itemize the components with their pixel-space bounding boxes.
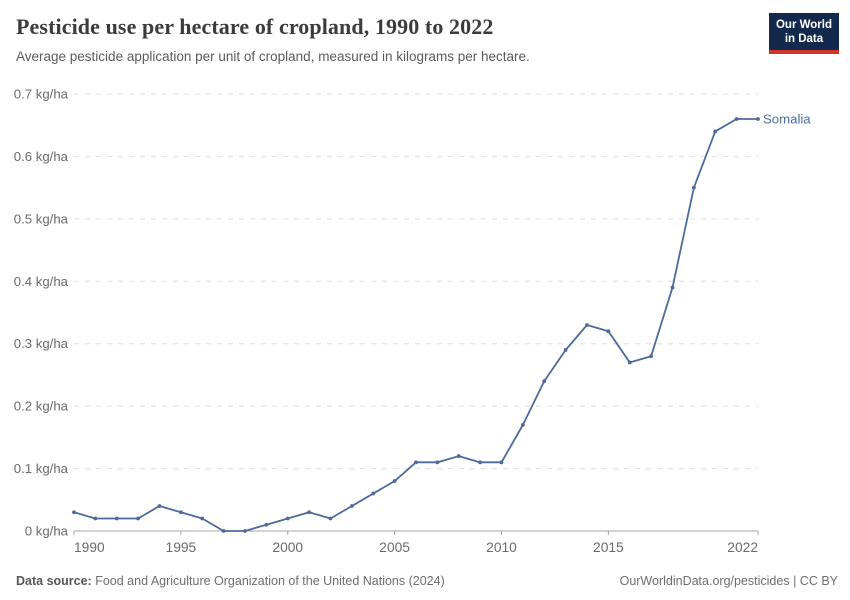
data-point[interactable] xyxy=(72,510,76,515)
data-point[interactable] xyxy=(178,510,183,515)
data-point[interactable] xyxy=(307,510,312,515)
data-point[interactable] xyxy=(328,516,333,521)
data-point[interactable] xyxy=(243,529,247,533)
data-point[interactable] xyxy=(563,348,568,352)
data-point[interactable] xyxy=(713,129,718,134)
y-axis-label: 0.1 kg/ha xyxy=(14,461,69,476)
y-axis-label: 0.6 kg/ha xyxy=(14,149,69,164)
data-point[interactable] xyxy=(520,422,525,427)
chart-footer: Data source: Food and Agriculture Organi… xyxy=(16,574,838,588)
footer-links: OurWorldinData.org/pesticides | CC BY xyxy=(620,574,838,588)
y-axis-label: 0.5 kg/ha xyxy=(14,211,69,226)
chart-subtitle: Average pesticide application per unit o… xyxy=(16,49,530,64)
data-point[interactable] xyxy=(756,117,760,121)
data-point[interactable] xyxy=(285,516,290,521)
license-link[interactable]: CC BY xyxy=(799,574,838,588)
y-axis-label: 0.3 kg/ha xyxy=(14,336,69,351)
owid-logo[interactable]: Our World in Data xyxy=(768,13,839,54)
data-source-note: Data source: Food and Agriculture Organi… xyxy=(16,574,445,588)
x-axis-label: 2000 xyxy=(272,540,303,555)
y-axis-label: 0.2 kg/ha xyxy=(14,399,69,414)
data-point[interactable] xyxy=(136,516,141,521)
data-point[interactable] xyxy=(734,117,739,121)
y-axis-label: 0.4 kg/ha xyxy=(14,274,69,289)
data-point[interactable] xyxy=(93,516,98,521)
series-line[interactable] xyxy=(73,118,759,532)
data-point[interactable] xyxy=(414,460,418,465)
x-axis-label: 2022 xyxy=(727,540,758,555)
data-point[interactable] xyxy=(392,479,397,483)
data-point[interactable] xyxy=(542,379,547,384)
y-axis-label: 0 kg/ha xyxy=(25,524,69,539)
data-point[interactable] xyxy=(456,454,461,458)
data-source-text: Food and Agriculture Organization of the… xyxy=(95,574,445,588)
x-axis-label: 2015 xyxy=(593,540,624,555)
data-point[interactable] xyxy=(157,504,162,508)
data-point[interactable] xyxy=(114,516,119,521)
data-point[interactable] xyxy=(691,185,696,190)
y-axis-label: 0.7 kg/ha xyxy=(14,87,69,102)
data-point[interactable] xyxy=(478,460,483,465)
data-point[interactable] xyxy=(221,529,226,533)
data-point[interactable] xyxy=(264,522,269,527)
owid-logo-line1: Our World xyxy=(775,19,832,31)
data-point[interactable] xyxy=(670,285,675,290)
data-source-label: Data source: xyxy=(16,574,92,588)
data-point[interactable] xyxy=(435,460,440,465)
x-axis-label: 1995 xyxy=(166,540,197,555)
owid-logo-line2: in Data xyxy=(784,33,824,46)
entity-label[interactable]: Somalia xyxy=(763,111,811,126)
data-point[interactable] xyxy=(649,354,654,359)
data-point[interactable] xyxy=(499,460,504,465)
data-point[interactable] xyxy=(606,329,611,334)
data-point[interactable] xyxy=(627,360,632,365)
x-axis-label: 2010 xyxy=(486,540,517,555)
footer-separator: | xyxy=(793,574,797,588)
data-point[interactable] xyxy=(371,491,376,496)
x-axis-label: 2005 xyxy=(379,540,410,555)
x-axis-label: 1990 xyxy=(74,540,105,555)
page-title: Pesticide use per hectare of cropland, 1… xyxy=(16,14,494,39)
data-point[interactable] xyxy=(349,504,354,508)
owid-url-link[interactable]: OurWorldinData.org/pesticides xyxy=(619,574,790,588)
data-point[interactable] xyxy=(200,516,205,521)
data-point[interactable] xyxy=(585,323,589,327)
